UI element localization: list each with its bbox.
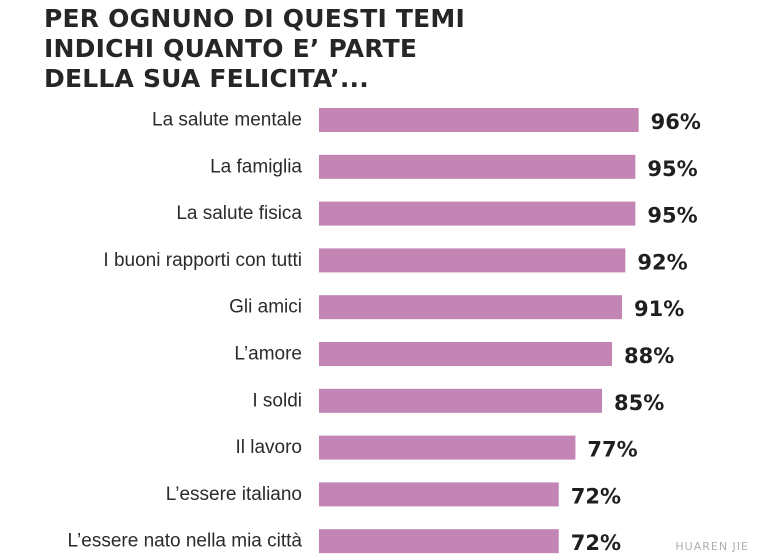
category-label: La famiglia: [210, 156, 302, 177]
chart-title: PER OGNUNO DI QUESTI TEMI INDICHI QUANTO…: [44, 4, 564, 94]
value-label: 96%: [651, 110, 701, 134]
value-label: 91%: [634, 297, 684, 321]
bar: [319, 435, 576, 460]
bar: [319, 295, 623, 320]
category-label: Il lavoro: [235, 437, 302, 458]
category-label: L’essere nato nella mia città: [68, 531, 303, 552]
title-line: DELLA SUA FELICITA’...: [44, 64, 369, 93]
value-label: 92%: [637, 250, 687, 274]
category-label: L’amore: [234, 344, 302, 365]
title-line: INDICHI QUANTO E’ PARTE: [44, 34, 418, 63]
value-label: 72%: [571, 531, 621, 555]
bar: [319, 201, 636, 226]
bar: [319, 154, 636, 179]
bar: [319, 529, 559, 554]
value-label: 95%: [647, 157, 697, 181]
bar: [319, 248, 626, 273]
category-label: Gli amici: [229, 297, 302, 318]
bar: [319, 342, 613, 366]
category-label: I buoni rapporti con tutti: [103, 250, 302, 271]
category-label: I soldi: [252, 390, 302, 411]
category-label: L’essere italiano: [166, 484, 302, 505]
value-label: 88%: [624, 344, 674, 368]
value-label: 72%: [571, 484, 621, 508]
value-label: 77%: [587, 438, 637, 462]
value-label: 85%: [614, 391, 664, 415]
watermark: HUAREN JIE: [675, 540, 749, 553]
bar: [319, 108, 639, 132]
bar: [319, 482, 559, 507]
title-line: PER OGNUNO DI QUESTI TEMI: [44, 4, 465, 33]
category-label: La salute fisica: [176, 203, 302, 224]
category-label: La salute mentale: [152, 110, 302, 131]
value-label: 95%: [647, 204, 697, 228]
bar: [319, 388, 603, 413]
